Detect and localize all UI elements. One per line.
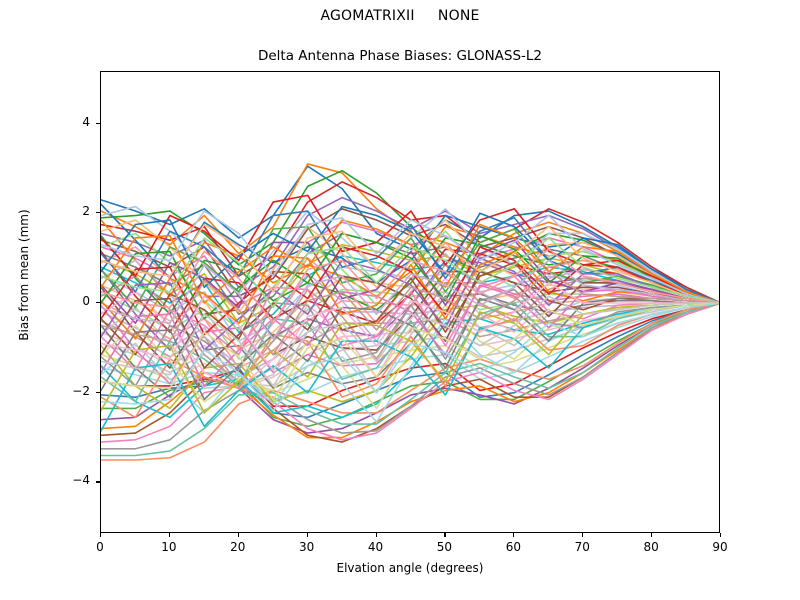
x-tick-label: 50 <box>436 540 453 554</box>
x-tick-mark <box>168 533 170 537</box>
line-series <box>101 165 719 303</box>
y-tick-mark <box>96 122 100 124</box>
x-tick-mark <box>444 533 446 537</box>
plot-area <box>100 71 720 533</box>
line-series <box>101 297 719 401</box>
line-series <box>101 302 719 401</box>
line-series <box>101 205 719 304</box>
x-tick-mark <box>651 533 653 537</box>
y-tick-mark <box>96 391 100 393</box>
line-series <box>101 302 719 414</box>
y-tick-mark <box>96 302 100 304</box>
y-tick-label: −2 <box>72 383 90 398</box>
x-tick-label: 60 <box>505 540 521 554</box>
y-axis-label: Bias from mean (mm) <box>17 209 31 341</box>
line-series <box>101 223 719 304</box>
x-tick-mark <box>306 533 308 537</box>
line-series <box>101 250 719 340</box>
x-tick-label: 30 <box>299 540 315 554</box>
x-tick-label: 10 <box>161 540 177 554</box>
line-series <box>101 288 719 387</box>
x-tick-label: 20 <box>230 540 246 554</box>
y-tick-mark <box>96 212 100 214</box>
figure-suptitle: AGOMATRIXII NONE <box>320 8 480 24</box>
line-series <box>101 302 719 461</box>
line-series <box>101 270 719 356</box>
y-tick-label: 4 <box>82 114 90 129</box>
line-series-group <box>101 163 719 461</box>
line-series <box>101 302 719 403</box>
y-tick-label: −4 <box>72 473 90 488</box>
y-tick-mark <box>96 481 100 483</box>
line-series <box>101 302 719 428</box>
x-tick-mark <box>100 533 102 537</box>
line-series <box>101 302 719 443</box>
line-series <box>101 246 719 336</box>
line-series <box>101 210 719 304</box>
line-series <box>101 194 719 304</box>
x-tick-label: 0 <box>96 540 104 554</box>
line-series <box>101 302 719 412</box>
line-series <box>101 302 719 419</box>
line-series <box>101 219 719 304</box>
x-tick-label: 40 <box>367 540 384 554</box>
x-tick-label: 90 <box>712 540 728 554</box>
line-series <box>101 232 719 320</box>
chart-title: Delta Antenna Phase Biases: GLONASS-L2 <box>257 48 543 64</box>
y-tick-label: 0 <box>82 294 90 308</box>
line-series <box>101 275 719 372</box>
x-tick-mark <box>237 533 239 537</box>
x-tick-mark <box>513 533 515 537</box>
x-axis-label: Elvation angle (degrees) <box>336 561 484 575</box>
x-tick-label: 80 <box>643 540 659 554</box>
x-tick-mark <box>582 533 584 537</box>
line-series <box>101 225 719 309</box>
line-series <box>101 237 719 309</box>
line-series <box>101 302 719 457</box>
line-series <box>101 295 719 387</box>
line-series <box>101 259 719 340</box>
y-tick-label: 2 <box>82 204 90 219</box>
x-tick-mark <box>375 533 377 537</box>
line-series <box>101 248 719 324</box>
line-series <box>101 302 719 450</box>
x-tick-label: 70 <box>574 540 590 554</box>
x-tick-mark <box>720 533 722 537</box>
line-series <box>101 282 719 372</box>
